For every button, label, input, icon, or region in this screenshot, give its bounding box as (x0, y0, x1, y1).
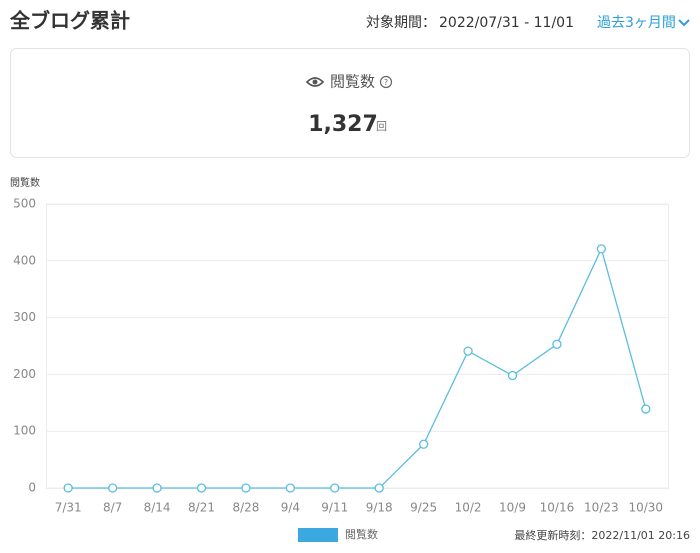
y-tick-label: 500 (13, 197, 36, 211)
x-tick-label: 8/14 (144, 501, 171, 515)
data-point (63, 483, 73, 493)
data-point (552, 339, 562, 349)
data-point (463, 346, 473, 356)
x-tick-label: 7/31 (55, 501, 82, 515)
x-tick-label: 10/23 (584, 501, 619, 515)
x-tick-label: 9/4 (281, 501, 300, 515)
y-axis-label: 閲覧数 (10, 176, 40, 189)
data-point (374, 483, 384, 493)
period-label: 対象期間： (366, 15, 436, 31)
range-dropdown[interactable]: 過去3ヶ月間 (597, 15, 690, 31)
range-link[interactable]: 過去3ヶ月間 (597, 15, 676, 31)
summary-unit: 回 (376, 120, 387, 133)
x-tick-label: 8/7 (103, 501, 122, 515)
x-tick-label: 10/30 (628, 501, 663, 515)
x-tick-label: 8/21 (188, 501, 215, 515)
x-tick-label: 10/2 (455, 501, 482, 515)
data-point (641, 404, 651, 414)
svg-text:?: ? (384, 78, 388, 87)
y-tick-label: 400 (13, 253, 36, 267)
chevron-icon[interactable] (678, 19, 690, 27)
legend-label: 閲覧数 (345, 527, 378, 541)
x-tick-label: 9/11 (321, 501, 348, 515)
x-tick-label: 8/28 (232, 501, 259, 515)
help-icon[interactable]: ? (379, 75, 393, 89)
eye-icon (305, 77, 325, 87)
x-tick-label: 9/25 (410, 501, 437, 515)
legend-swatch (298, 528, 338, 542)
period: 2022/07/31 - 11/01 (439, 15, 574, 31)
data-point (285, 483, 296, 493)
x-tick-label: 9/18 (366, 501, 393, 515)
data-point (152, 483, 162, 493)
y-tick-label: 100 (13, 424, 36, 438)
data-point (107, 483, 118, 493)
y-tick-label: 300 (13, 310, 36, 324)
last-updated: 最終更新時刻：2022/11/01 20:16 (514, 528, 690, 542)
data-point (596, 244, 607, 254)
y-tick-label: 200 (13, 367, 36, 381)
summary-total: 1,327 (308, 112, 378, 137)
page-title: 全ブログ累計 (9, 9, 130, 33)
x-tick-label: 10/16 (540, 501, 575, 515)
summary-card (10, 48, 690, 158)
data-point (196, 483, 207, 493)
x-tick-label: 10/9 (499, 501, 526, 515)
plot-frame (46, 204, 669, 489)
y-tick-label: 0 (28, 481, 36, 495)
data-line (68, 246, 647, 489)
data-point (507, 370, 518, 381)
summary-label: 閲覧数 (330, 73, 375, 91)
data-point (418, 439, 429, 449)
data-point (241, 483, 251, 493)
data-point (330, 483, 340, 493)
